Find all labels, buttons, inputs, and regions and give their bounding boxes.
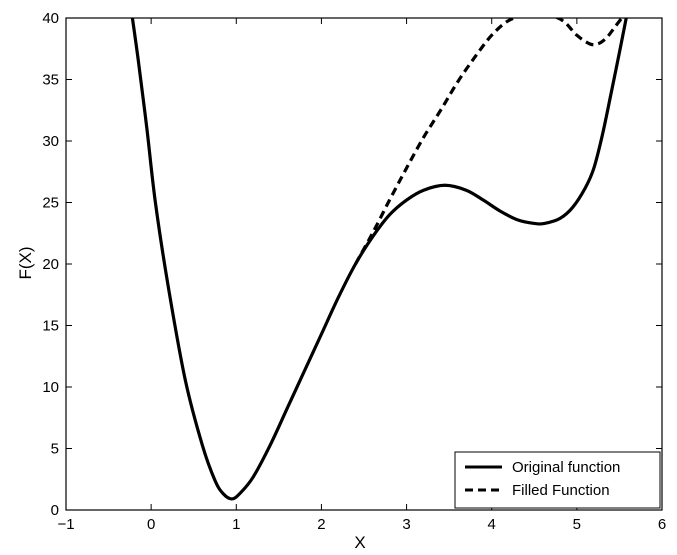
x-tick-label: 0 (147, 516, 155, 533)
y-tick-label: 35 (42, 72, 59, 89)
x-tick-label: 3 (402, 516, 410, 533)
x-tick-label: 6 (658, 516, 666, 533)
x-tick-label: −1 (57, 516, 74, 533)
series-layer (130, 18, 628, 501)
x-tick-label: 2 (317, 516, 325, 533)
y-axis: 0 5 10 15 20 25 30 35 40 (42, 10, 662, 519)
legend-label-original: Original function (512, 459, 620, 476)
series-line-filled-function (354, 18, 624, 265)
y-tick-label: 30 (42, 133, 59, 150)
plot-area (65, 17, 663, 511)
y-axis-label: F(X) (16, 246, 35, 279)
y-tick-label: 0 (51, 502, 59, 519)
legend-label-filled: Filled Function (512, 482, 610, 499)
y-tick-label: 10 (42, 379, 59, 396)
x-tick-label: 5 (573, 516, 581, 533)
legend-box (454, 451, 661, 509)
y-tick-label: 15 (42, 318, 59, 335)
series-line-original-function (130, 18, 628, 501)
y-tick-label: 5 (51, 441, 59, 458)
y-tick-label: 25 (42, 195, 59, 212)
x-axis: −1 0 1 2 3 4 5 6 (57, 18, 666, 533)
y-tick-label: 40 (42, 10, 59, 27)
x-tick-label: 4 (488, 516, 496, 533)
y-tick-label: 20 (42, 256, 59, 273)
legend: Original function Filled Function (454, 451, 661, 509)
x-axis-label: X (354, 533, 365, 550)
x-tick-label: 1 (232, 516, 240, 533)
